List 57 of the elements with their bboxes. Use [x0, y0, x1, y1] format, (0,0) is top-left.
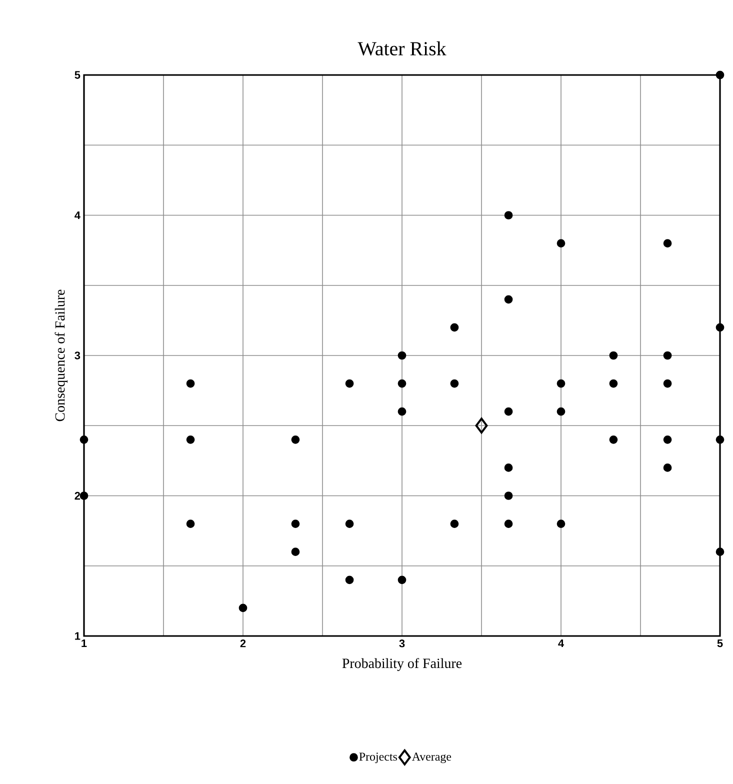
x-tick-label: 5: [717, 640, 723, 648]
point: [504, 407, 513, 416]
point: [556, 379, 566, 388]
y-tick-label: 5: [74, 71, 80, 79]
point: [556, 520, 566, 528]
point: [609, 435, 618, 444]
point: [80, 492, 88, 500]
point: [450, 379, 459, 388]
x-tick-label: 2: [240, 640, 246, 648]
point: [504, 520, 513, 528]
chart-title: Water Risk: [358, 41, 446, 56]
point: [716, 323, 724, 332]
point: [716, 548, 724, 556]
x-tick-label: 3: [399, 640, 405, 648]
y-tick-label: 2: [74, 492, 80, 500]
point: [556, 407, 566, 416]
point: [398, 407, 406, 416]
point: [475, 418, 488, 434]
point: [345, 520, 354, 528]
point: [450, 323, 459, 332]
point: [504, 211, 513, 220]
point: [450, 520, 459, 528]
y-axis-title: Consequence of Failure: [54, 290, 68, 422]
point: [609, 379, 618, 388]
point: [398, 379, 406, 388]
y-tick-label: 1: [75, 632, 80, 640]
x-tick-label: 1: [82, 640, 87, 648]
point: [186, 379, 195, 388]
point: [345, 379, 354, 388]
point: [291, 548, 300, 556]
point: [398, 576, 406, 584]
point: [186, 435, 195, 444]
point: [345, 576, 354, 584]
y-tick-label: 3: [74, 352, 80, 360]
legend-label: Projects: [359, 752, 397, 764]
point: [186, 520, 195, 528]
point: [504, 492, 513, 500]
point: [663, 464, 672, 472]
point: [663, 351, 672, 360]
point: [291, 520, 300, 528]
point: [663, 435, 672, 444]
point: [504, 295, 513, 304]
point: [291, 435, 300, 444]
y-tick-label: 4: [74, 211, 80, 220]
point: [663, 239, 672, 248]
point: [716, 70, 724, 80]
legend-label: Average: [412, 752, 452, 764]
point: [609, 351, 618, 360]
point: [238, 604, 248, 612]
point: [556, 239, 566, 248]
x-axis-title: Probability of Failure: [342, 658, 462, 671]
point: [504, 464, 513, 472]
x-tick-label: 4: [558, 640, 564, 648]
point: [398, 351, 406, 360]
point: [80, 435, 88, 444]
point: [716, 435, 724, 444]
point: [663, 379, 672, 388]
